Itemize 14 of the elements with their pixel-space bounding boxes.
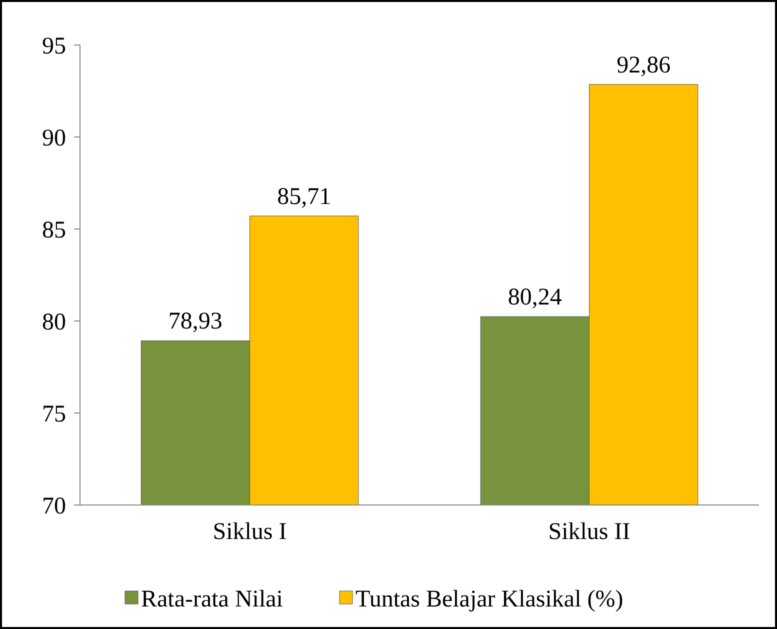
x-tick-label: Siklus I (212, 519, 287, 545)
data-label: 85,71 (277, 184, 332, 210)
data-label: 80,24 (508, 284, 562, 311)
legend-label: Tuntas Belajar Klasikal (%) (356, 586, 624, 612)
data-label: 78,93 (168, 308, 222, 335)
y-tick-label: 90 (42, 125, 66, 152)
y-tick-label: 80 (42, 309, 66, 336)
y-tick-label: 75 (42, 401, 66, 428)
y-tick-label: 70 (42, 493, 66, 520)
data-label: 92,86 (616, 52, 671, 78)
legend-label: Rata-rata Nilai (141, 586, 284, 612)
y-tick-label: 85 (42, 217, 66, 244)
x-tick-label: Siklus II (548, 519, 630, 545)
y-tick-label: 95 (42, 33, 66, 60)
